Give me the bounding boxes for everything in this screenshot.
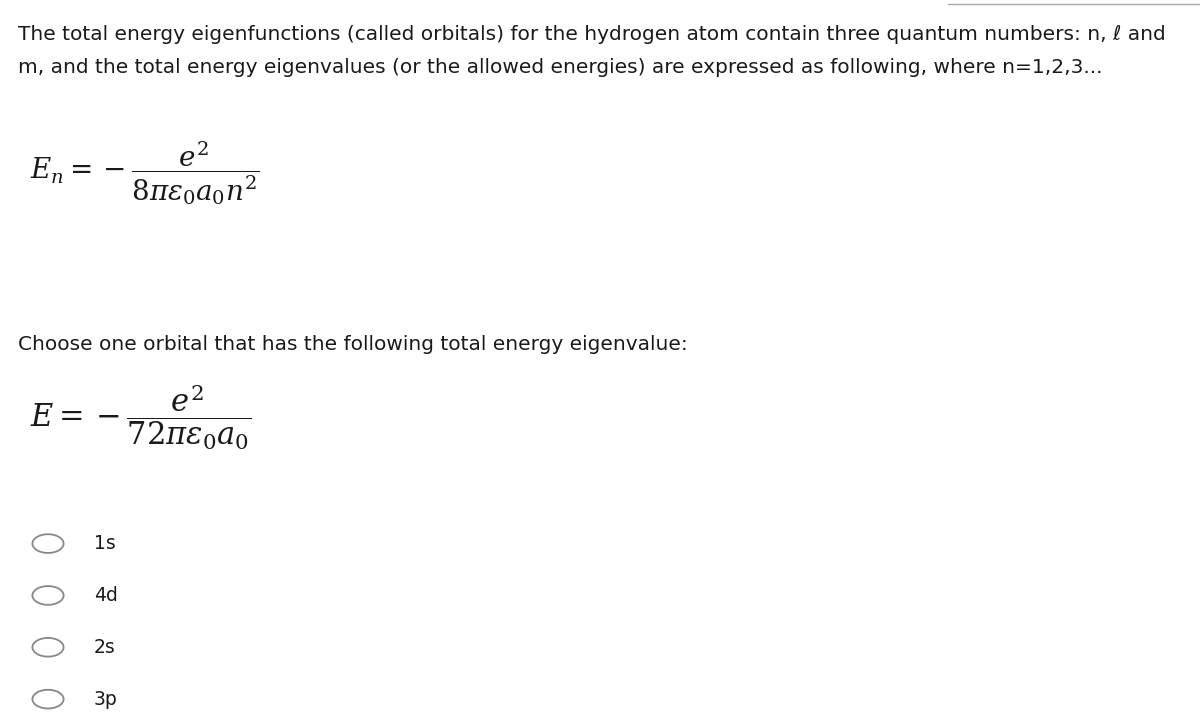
Text: $E = -\dfrac{e^2}{72\pi\varepsilon_0 a_0}$: $E = -\dfrac{e^2}{72\pi\varepsilon_0 a_0… [30, 383, 251, 452]
Text: m, and the total energy eigenvalues (or the allowed energies) are expressed as f: m, and the total energy eigenvalues (or … [18, 58, 1103, 76]
Text: 1s: 1s [94, 534, 115, 553]
Text: 4d: 4d [94, 586, 118, 605]
Text: The total energy eigenfunctions (called orbitals) for the hydrogen atom contain : The total energy eigenfunctions (called … [18, 25, 1165, 44]
Text: Choose one orbital that has the following total energy eigenvalue:: Choose one orbital that has the followin… [18, 335, 688, 354]
Text: 2s: 2s [94, 638, 115, 657]
Text: 3p: 3p [94, 690, 118, 708]
Text: $E_n = -\dfrac{e^2}{8\pi\varepsilon_0 a_0 n^2}$: $E_n = -\dfrac{e^2}{8\pi\varepsilon_0 a_… [30, 139, 259, 207]
